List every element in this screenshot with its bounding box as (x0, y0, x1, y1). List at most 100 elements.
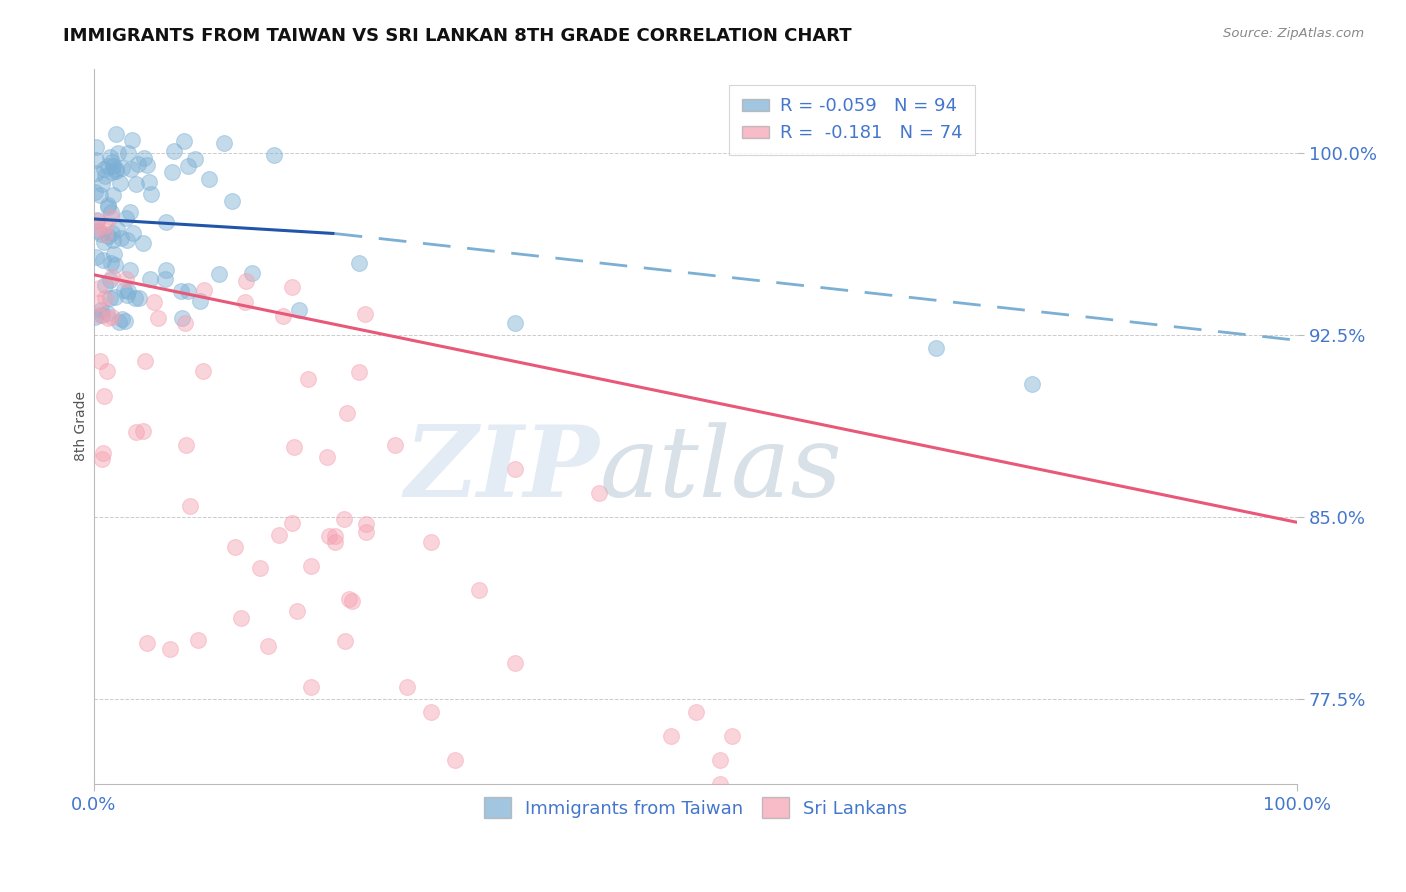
Point (143, 294, 166, 309)
Point (325, 529, 347, 543)
Point (229, 611, 252, 625)
Point (100, 256, 122, 270)
Point (108, 176, 131, 190)
Point (163, 144, 186, 158)
Point (263, 147, 285, 161)
Text: IMMIGRANTS FROM TAIWAN VS SRI LANKAN 8TH GRADE CORRELATION CHART: IMMIGRANTS FROM TAIWAN VS SRI LANKAN 8TH… (63, 27, 852, 45)
Point (419, 705, 441, 719)
Point (91, 446, 114, 460)
Point (100, 204, 122, 219)
Point (98, 292, 121, 306)
Point (86, 153, 108, 167)
Point (193, 283, 215, 297)
Point (347, 255, 370, 269)
Point (503, 316, 526, 330)
Point (235, 274, 257, 288)
Point (84, 186, 107, 200)
Point (336, 406, 359, 420)
Point (395, 681, 418, 695)
Point (91, 253, 114, 268)
Point (115, 211, 138, 226)
Point (132, 235, 155, 250)
Point (347, 365, 370, 379)
Point (107, 146, 129, 161)
Point (100, 310, 122, 325)
Point (685, 705, 707, 719)
Point (84, 166, 107, 180)
Point (174, 438, 197, 452)
Point (94, 219, 117, 233)
Point (318, 529, 340, 543)
Point (503, 656, 526, 670)
Point (257, 640, 280, 654)
Point (468, 583, 491, 598)
Point (155, 215, 177, 229)
Point (281, 516, 304, 530)
Point (315, 450, 337, 465)
Point (661, 729, 683, 743)
Point (101, 188, 124, 202)
Point (112, 284, 135, 298)
Point (588, 486, 610, 500)
Point (90, 451, 112, 466)
Point (93, 235, 115, 249)
Point (176, 159, 198, 173)
Point (114, 314, 136, 328)
Point (179, 499, 201, 513)
Point (115, 272, 138, 286)
Point (188, 294, 211, 309)
Point (97, 200, 120, 214)
Point (249, 561, 271, 575)
Point (105, 164, 128, 178)
Point (124, 177, 146, 191)
Point (233, 294, 256, 309)
Point (96, 305, 118, 319)
Point (100, 210, 122, 224)
Point (87, 296, 110, 310)
Point (1021, 376, 1043, 391)
Point (115, 287, 138, 301)
Point (283, 440, 305, 454)
Point (184, 152, 207, 166)
Point (93, 227, 115, 241)
Point (120, 205, 142, 219)
Point (120, 161, 142, 176)
Point (84, 310, 107, 324)
Point (323, 534, 346, 549)
Point (176, 284, 198, 298)
Point (111, 312, 134, 326)
Point (132, 151, 155, 165)
Text: Source: ZipAtlas.com: Source: ZipAtlas.com (1223, 27, 1364, 40)
Point (105, 222, 128, 236)
Point (337, 592, 360, 607)
Point (138, 175, 160, 189)
Point (121, 133, 143, 147)
Point (224, 541, 246, 555)
Point (101, 155, 124, 169)
Point (138, 272, 160, 286)
Point (208, 267, 231, 281)
Text: ZIP: ZIP (405, 421, 599, 517)
Point (342, 594, 364, 608)
Point (132, 424, 155, 438)
Point (96, 364, 118, 378)
Point (925, 341, 948, 355)
Point (333, 512, 356, 526)
Point (299, 681, 322, 695)
Point (91, 177, 114, 191)
Point (354, 525, 377, 540)
Point (155, 262, 177, 277)
Point (89, 280, 111, 294)
Point (121, 227, 143, 241)
Point (86, 214, 108, 228)
Point (90, 302, 112, 317)
Point (87, 308, 110, 322)
Point (89, 188, 111, 202)
Point (94, 277, 117, 292)
Point (124, 291, 146, 305)
Point (354, 307, 377, 321)
Point (173, 134, 195, 148)
Point (240, 266, 263, 280)
Point (174, 316, 197, 330)
Point (299, 559, 322, 574)
